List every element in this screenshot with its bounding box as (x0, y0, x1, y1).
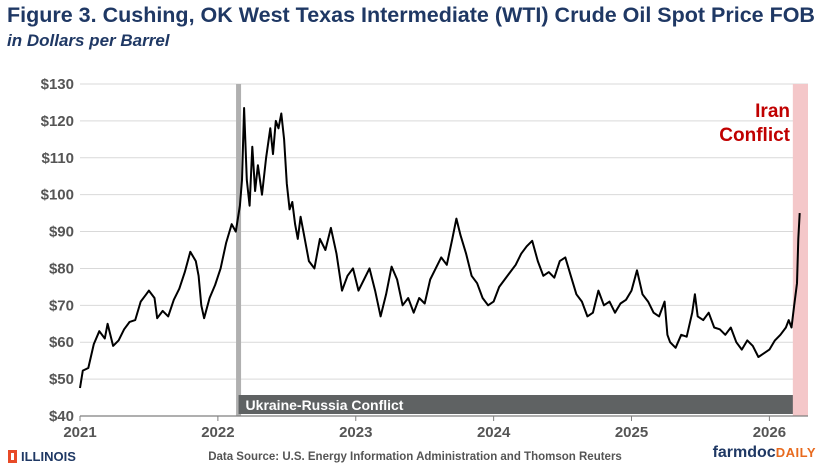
grid-layer (80, 83, 808, 380)
y-tick-label: $130 (41, 76, 74, 93)
y-tick-label: $110 (41, 150, 74, 167)
ukraine-start-marker (236, 84, 242, 416)
iran-conflict-band (792, 84, 808, 416)
iran-conflict-label: Conflict (719, 125, 790, 146)
x-tick-label: 2021 (63, 424, 96, 441)
series-line-wti (79, 107, 801, 389)
y-tick-label: $40 (49, 408, 74, 425)
y-tick-label: $90 (49, 224, 74, 241)
y-tick-label: $50 (49, 371, 74, 388)
series-layer (79, 107, 801, 389)
brand-accent: DAILY (775, 445, 816, 460)
x-tick-label: 2023 (339, 424, 372, 441)
y-tick-label: $100 (41, 187, 74, 204)
chart-subtitle: in Dollars per Barrel (7, 31, 170, 50)
farmdoc-daily-logo: farmdocDAILY (713, 444, 816, 462)
x-tick-label: 2025 (615, 424, 648, 441)
y-tick-label: $120 (41, 113, 74, 130)
iran-conflict-label: Iran (755, 101, 790, 122)
x-tick-label: 2024 (477, 424, 511, 441)
ukraine-conflict-band (238, 395, 808, 414)
annotation-bands (236, 84, 808, 416)
data-source: Data Source: U.S. Energy Information Adm… (208, 451, 622, 463)
illinois-logo-text: ILLINOIS (21, 449, 76, 464)
x-tick-label: 2026 (753, 424, 786, 441)
brand-main: farmdoc (712, 444, 776, 461)
x-tick-label: 2022 (201, 424, 234, 441)
y-tick-label: $60 (49, 334, 74, 351)
annotation-labels: Ukraine-Russia Conflict Iran Conflict (246, 101, 791, 413)
y-tick-label: $70 (49, 297, 74, 314)
axis-layer: $40 $50 $60 $70 $80 $90 $100 $110 $120 $130 2021 20… (41, 76, 808, 441)
illinois-logo: ILLINOIS (8, 449, 76, 464)
ukraine-conflict-label: Ukraine-Russia Conflict (246, 397, 404, 413)
illinois-block-i-icon (8, 450, 17, 463)
y-tick-label: $80 (49, 260, 74, 277)
chart-title: Figure 3. Cushing, OK West Texas Interme… (7, 3, 815, 27)
